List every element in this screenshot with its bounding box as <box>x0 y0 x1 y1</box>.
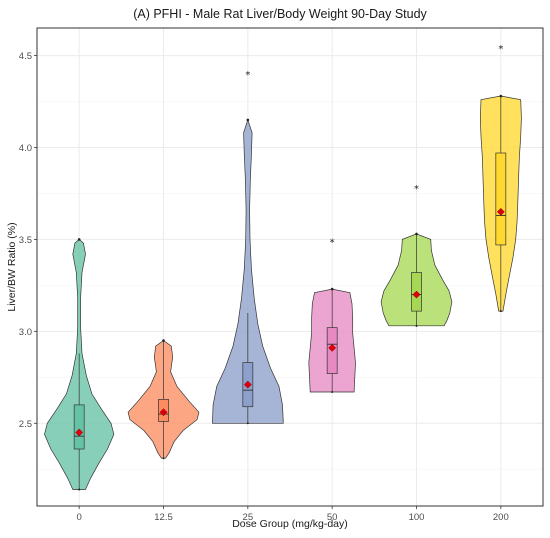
min-point <box>246 422 249 425</box>
violins <box>44 95 522 490</box>
markers: * * * * <box>75 44 505 491</box>
max-point <box>162 339 165 342</box>
y-tick-label: 4.0 <box>19 143 32 154</box>
violin-25 <box>212 118 284 424</box>
chart-title: (A) PFHI - Male Rat Liver/Body Weight 90… <box>133 7 427 21</box>
min-point <box>415 324 418 327</box>
min-point <box>331 391 334 394</box>
y-tick-label: 4.5 <box>19 51 32 62</box>
plot-panel <box>36 27 544 507</box>
mean-diamond <box>496 207 505 216</box>
x-tick-label: 25 <box>243 512 254 523</box>
box-200 <box>495 152 507 246</box>
x-tick-label: 12.5 <box>154 512 173 523</box>
y-axis-label: Liver/BW Ratio (%) <box>6 222 18 311</box>
max-point <box>330 287 334 291</box>
y-axis: 2.5 3.0 3.5 4.0 4.5 <box>19 51 37 430</box>
min-point <box>499 310 502 313</box>
x-tick-label: 200 <box>493 512 509 523</box>
outlier-star: * <box>245 70 250 81</box>
mean-diamond <box>159 408 168 417</box>
outlier-star: * <box>498 44 503 55</box>
y-tick-label: 3.0 <box>19 327 32 338</box>
min-point <box>78 488 81 491</box>
max-point <box>77 238 81 241</box>
x-tick-label: 50 <box>327 512 338 523</box>
y-tick-label: 2.5 <box>19 419 32 430</box>
x-axis: 0 12.5 25 50 100 200 <box>77 506 509 523</box>
mean-diamond <box>243 380 252 389</box>
max-point <box>415 232 418 236</box>
x-tick-label: 100 <box>409 512 425 523</box>
x-axis-label: Dose Group (mg/kg-day) <box>232 518 348 530</box>
min-point <box>162 457 165 460</box>
max-point <box>499 94 503 98</box>
y-tick-label: 3.5 <box>19 235 32 246</box>
outlier-star: * <box>414 184 419 195</box>
x-tick-label: 0 <box>77 512 82 523</box>
mean-diamond <box>75 428 84 437</box>
mean-diamond <box>412 290 421 299</box>
mean-diamond <box>328 343 337 352</box>
max-point <box>246 118 250 122</box>
box-0 <box>73 404 85 450</box>
outlier-star: * <box>330 237 335 248</box>
